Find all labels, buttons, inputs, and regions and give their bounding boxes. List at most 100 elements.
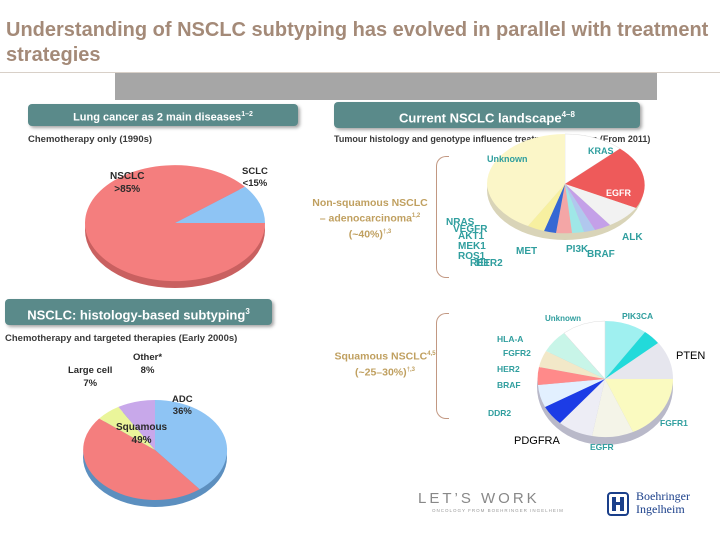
nonsquamous-line3-sup: †,3 bbox=[382, 228, 392, 235]
large-cell-label: Large cell bbox=[68, 365, 113, 376]
adeno-label-nras: NRAS bbox=[446, 217, 475, 228]
squamous-nsclc-line2-sup: †,3 bbox=[406, 366, 415, 373]
histology-subtitle: Chemotherapy and targeted therapies (Ear… bbox=[5, 333, 238, 344]
title-divider bbox=[0, 72, 720, 73]
adc-value: 36% bbox=[172, 406, 192, 417]
pie-slice-sclc bbox=[175, 186, 265, 223]
brace-squamous bbox=[436, 313, 449, 419]
brace-nonsquamous bbox=[436, 156, 449, 278]
nonsquamous-line1: Non-squamous NSCLC bbox=[312, 197, 428, 209]
nsclc-label: NSCLC bbox=[110, 171, 145, 182]
nsclc-value: >85% bbox=[114, 184, 141, 195]
adc-label: ADC bbox=[172, 394, 193, 405]
adenocarcinoma-pie bbox=[487, 133, 645, 240]
lung-cancer-header-text: Lung cancer as 2 main diseases bbox=[73, 111, 242, 124]
landscape-subtitle: Tumour histology and genotype influence … bbox=[334, 134, 651, 144]
sq-label-braf: BRAF bbox=[497, 380, 521, 390]
large-cell-label-group: Large cell 7% bbox=[68, 364, 112, 390]
squamous-label: Squamous bbox=[116, 422, 168, 433]
adeno-label-her2: HER2 bbox=[476, 258, 503, 269]
sq-slice-braf bbox=[538, 379, 605, 407]
adeno-label-ros1: ROS1 bbox=[458, 251, 486, 262]
lung-cancer-header: Lung cancer as 2 main diseases1–2 bbox=[28, 104, 298, 126]
lets-work-wordmark: LET’S WORK bbox=[418, 490, 540, 507]
adeno-label-kras: KRAS bbox=[588, 146, 614, 156]
adeno-label-pi3k: PI3K bbox=[566, 244, 589, 255]
nonsquamous-line3: (~40%) bbox=[348, 228, 383, 240]
lung-cancer-pie bbox=[85, 165, 266, 288]
histology-header: NSCLC: histology-based subtyping3 bbox=[5, 299, 272, 325]
pie-slice-adc bbox=[155, 399, 228, 490]
adeno-label-met: MET bbox=[516, 246, 538, 257]
nsclc-landscape-header: Current NSCLC landscape4–8 bbox=[334, 102, 640, 128]
adeno-slice-egfr bbox=[565, 148, 645, 208]
histology-header-sup: 3 bbox=[245, 307, 250, 316]
pie-slice-other bbox=[118, 399, 155, 450]
squamous-nsclc-label: Squamous NSCLC4,5 (~25–30%)†,3 bbox=[330, 348, 440, 379]
nonsquamous-line2-sup: 1,2 bbox=[411, 213, 421, 219]
sq-slice-her2 bbox=[537, 367, 605, 385]
squamous-nsclc-line2: (~25–30%) bbox=[354, 366, 407, 378]
adeno-slice-pi3k bbox=[565, 184, 595, 232]
sq-slice-egfr bbox=[592, 379, 633, 438]
chemotherapy-only-subtitle: Chemotherapy only (1990s) bbox=[28, 134, 153, 145]
squamous-nsclc-line1-sup: 4,5 bbox=[427, 351, 436, 357]
squamous-label-group: Squamous 49% bbox=[116, 421, 167, 447]
nsclc-landscape-header-sup: 4–8 bbox=[561, 110, 575, 119]
adeno-label-braf: BRAF bbox=[587, 249, 615, 260]
other-label: Other* bbox=[133, 352, 163, 363]
adeno-label-egfr: EGFR bbox=[606, 188, 632, 198]
adc-label-group: ADC 36% bbox=[172, 394, 193, 418]
title-grey-bar bbox=[115, 73, 657, 100]
boehringer-line1: Boehringer bbox=[636, 489, 690, 503]
adeno-label-unknown: Unknown bbox=[487, 154, 528, 164]
sq-label-her2: HER2 bbox=[497, 364, 520, 374]
lung-cancer-header-sup: 1–2 bbox=[241, 111, 253, 118]
adeno-slice-unknown bbox=[487, 134, 565, 226]
adeno-slice-ret bbox=[544, 184, 565, 233]
sq-slice-hla-a bbox=[546, 333, 605, 379]
sq-label-hla-a: HLA-A bbox=[497, 334, 524, 344]
squamous-pie bbox=[537, 320, 674, 445]
sq-label-fgfr2: FGFR2 bbox=[503, 348, 531, 358]
sclc-label-group: SCLC <15% bbox=[242, 166, 268, 190]
sq-slice-fgfr1 bbox=[605, 379, 674, 432]
sq-slice-pdgfra bbox=[560, 379, 605, 436]
boehringer-logo-icon bbox=[607, 492, 629, 516]
adeno-slice-braf bbox=[565, 184, 610, 230]
adeno-label-alk: ALK bbox=[622, 232, 643, 243]
adeno-label-akt1: AKT1 bbox=[458, 231, 485, 242]
adeno-slice-ros1 bbox=[528, 184, 565, 231]
boehringer-wordmark: Boehringer Ingelheim bbox=[636, 490, 690, 516]
pie-slice-nsclc bbox=[85, 165, 266, 282]
sq-label-pten: PTEN bbox=[676, 350, 706, 362]
other-value: 8% bbox=[140, 365, 155, 376]
sq-slice-pik3ca-a bbox=[605, 320, 645, 379]
adeno-label-mek1: MEK1 bbox=[458, 241, 486, 252]
adeno-slice-met bbox=[565, 184, 584, 233]
adeno-label-ret: RET bbox=[470, 258, 490, 269]
nsclc-landscape-header-text: Current NSCLC landscape bbox=[399, 110, 562, 126]
other-label-group: Other* 8% bbox=[133, 351, 162, 377]
adeno-slice-alk bbox=[565, 184, 636, 225]
sq-slice-fgfr2 bbox=[539, 351, 605, 379]
sq-label-unknown: Unknown bbox=[545, 314, 581, 323]
nonsquamous-line2: – adenocarcinoma bbox=[319, 212, 412, 225]
sq-label-egfr: EGFR bbox=[590, 442, 614, 452]
adeno-slice-kras bbox=[564, 133, 621, 185]
sq-slice-unknown bbox=[563, 320, 606, 380]
histology-pie bbox=[83, 399, 228, 507]
adeno-label-vegfr: VEGFR bbox=[453, 224, 488, 235]
sclc-value: <15% bbox=[242, 178, 268, 189]
sq-label-pik3ca: PIK3CA bbox=[622, 311, 654, 321]
sq-label-ddr2: DDR2 bbox=[488, 408, 512, 418]
nonsquamous-label: Non-squamous NSCLC – adenocarcinoma1,2 (… bbox=[300, 197, 440, 241]
histology-header-text: NSCLC: histology-based subtyping bbox=[27, 307, 246, 323]
adeno-slice-her2 bbox=[556, 184, 572, 234]
squamous-nsclc-line1: Squamous NSCLC bbox=[334, 350, 428, 363]
pie-slice-squamous bbox=[83, 418, 200, 500]
sq-slice-ddr2 bbox=[545, 379, 605, 423]
boehringer-line2: Ingelheim bbox=[636, 502, 685, 516]
sq-slice-pik3ca-b bbox=[605, 332, 658, 379]
brand-tagline: ONCOLOGY FROM BOEHRINGER INGELHEIM bbox=[432, 508, 564, 513]
